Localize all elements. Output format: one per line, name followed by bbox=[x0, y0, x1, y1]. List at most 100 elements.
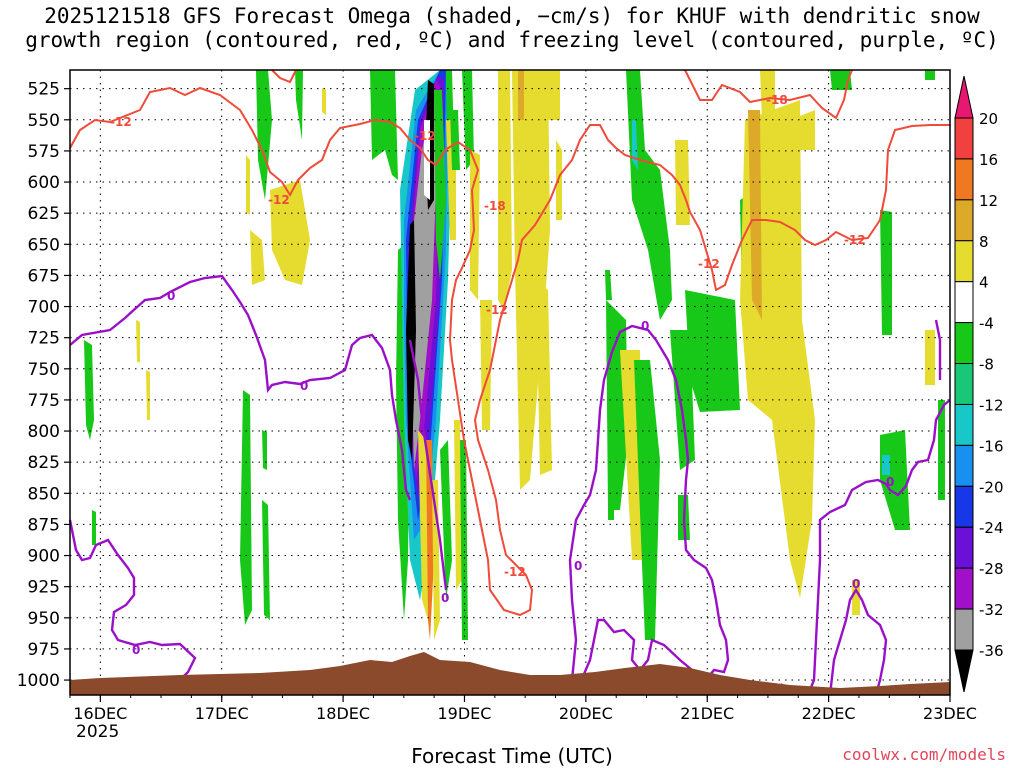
plot-frame bbox=[69, 69, 951, 696]
colorbar-swatch bbox=[954, 403, 974, 446]
y-tick-label: 800 bbox=[28, 422, 60, 442]
colorbar-label: -12 bbox=[979, 396, 1004, 414]
x-axis-title: Forecast Time (UTC) bbox=[411, 744, 613, 768]
y-tick-label: 950 bbox=[28, 609, 60, 629]
omega-yellow-region bbox=[246, 155, 250, 215]
y-tick-label: 600 bbox=[28, 173, 60, 193]
omega-yellow-region bbox=[925, 330, 935, 385]
omega-green-region bbox=[880, 210, 892, 335]
omega-cyan-region bbox=[882, 455, 890, 475]
x-tick-label: 17DEC bbox=[195, 704, 249, 723]
omega-yellow-region bbox=[498, 70, 512, 310]
colorbar-swatch bbox=[954, 485, 974, 528]
chart-title: 2025121518 GFS Forecast Omega (shaded, −… bbox=[0, 4, 1024, 52]
x-tick-label: 21DEC bbox=[680, 704, 734, 723]
colorbar-swatch bbox=[954, 240, 974, 283]
chart-title-line-1: 2025121518 GFS Forecast Omega (shaded, −… bbox=[44, 4, 980, 28]
x-tick-label: 16DEC bbox=[73, 704, 127, 723]
dgz-label: -12 bbox=[698, 257, 720, 271]
omega-green-region bbox=[440, 440, 452, 600]
colorbar-swatch bbox=[954, 199, 974, 242]
dgz-label: -12 bbox=[504, 565, 526, 579]
freezing-label: 0 bbox=[886, 475, 894, 489]
colorbar: 20 16 12 8 4 -4 -8 -12 -16 -20 -24 -28 -32 -36 bbox=[954, 75, 1004, 693]
omega-green-region bbox=[938, 400, 945, 500]
omega-yellow-region bbox=[760, 70, 775, 120]
freezing-label: 0 bbox=[167, 289, 175, 303]
freezing-label: 0 bbox=[441, 591, 449, 605]
dgz-contour-line bbox=[69, 86, 950, 617]
colorbar-label: 16 bbox=[979, 151, 998, 169]
omega-green-region bbox=[460, 440, 468, 640]
colorbar-swatch bbox=[954, 322, 974, 365]
omega-green-region bbox=[450, 110, 460, 170]
y-tick-label: 625 bbox=[28, 204, 60, 224]
colorbar-label: -4 bbox=[979, 315, 994, 333]
dgz-label: -12 bbox=[414, 129, 436, 143]
omega-yellow-region bbox=[480, 300, 492, 430]
omega-yellow-region bbox=[512, 70, 550, 490]
colorbar-label: 4 bbox=[979, 274, 989, 292]
freezing-label: 0 bbox=[574, 559, 582, 573]
y-tick-label: 675 bbox=[28, 266, 60, 286]
dgz-label: -18 bbox=[766, 93, 788, 107]
omega-green-region bbox=[84, 340, 94, 440]
omega-green-region bbox=[295, 70, 303, 140]
omega-yellow-region bbox=[536, 280, 552, 475]
y-tick-label: 925 bbox=[28, 578, 60, 598]
colorbar-label: 8 bbox=[979, 233, 989, 251]
omega-yellow-region bbox=[322, 88, 326, 115]
colorbar-label: -36 bbox=[979, 642, 1004, 660]
dgz-contour-line bbox=[271, 69, 297, 84]
dgz-contour-labels: -12 -12 -12 -18 -12 -12 -12 -18 -12 bbox=[110, 93, 866, 579]
y-tick-label: 725 bbox=[28, 329, 60, 349]
colorbar-swatch bbox=[954, 567, 974, 610]
colorbar-bottom-arrow bbox=[954, 649, 974, 693]
freezing-contours bbox=[68, 274, 951, 696]
y-tick-label: 900 bbox=[28, 547, 60, 567]
omega-green-region bbox=[370, 70, 398, 180]
x-tick-label: 20DEC bbox=[559, 704, 613, 723]
omega-yellow-region bbox=[136, 320, 140, 362]
y-tick-label: 875 bbox=[28, 515, 60, 535]
omega-yellow-region bbox=[790, 110, 815, 150]
dgz-contours bbox=[69, 69, 950, 617]
omega-green-region bbox=[634, 360, 660, 640]
y-tick-label: 775 bbox=[28, 391, 60, 411]
freezing-label: 0 bbox=[852, 577, 860, 591]
colorbar-swatch bbox=[954, 281, 974, 324]
y-tick-label: 975 bbox=[28, 640, 60, 660]
x-tick-label: 19DEC bbox=[437, 704, 491, 723]
x-tick-label: 23DEC bbox=[923, 704, 977, 723]
freezing-contour-line bbox=[69, 274, 412, 501]
dgz-label: -12 bbox=[844, 233, 866, 247]
omega-green-region bbox=[605, 270, 612, 300]
colorbar-label: 20 bbox=[979, 110, 998, 128]
omega-yellow-region bbox=[250, 230, 265, 285]
colorbar-label: -20 bbox=[979, 478, 1004, 496]
dgz-contour-line bbox=[684, 69, 853, 120]
dgz-label: -18 bbox=[484, 199, 506, 213]
omega-green-region bbox=[925, 70, 935, 80]
omega-green-region bbox=[262, 430, 267, 470]
freezing-label: 0 bbox=[300, 379, 308, 393]
freezing-contour-line bbox=[68, 519, 197, 681]
omega-green-region bbox=[256, 70, 272, 200]
omega-yellow-region bbox=[146, 370, 150, 420]
credit-link[interactable]: coolwx.com/models bbox=[842, 745, 1006, 764]
y-tick-label: 650 bbox=[28, 235, 60, 255]
omega-yellow-region bbox=[548, 70, 560, 120]
omega-yellow-region bbox=[270, 180, 310, 285]
chart-title-line-2: growth region (contoured, red, ºC) and f… bbox=[25, 28, 999, 52]
colorbar-swatch bbox=[954, 444, 974, 487]
freezing-contour-line bbox=[828, 587, 888, 696]
omega-green-region bbox=[262, 500, 270, 620]
y-tick-label: 525 bbox=[28, 80, 60, 100]
omega-green-region bbox=[434, 90, 446, 280]
y-tick-label: 1000 bbox=[17, 671, 60, 691]
dgz-label: -12 bbox=[110, 115, 132, 129]
x-axis: 16DEC 17DEC 18DEC 19DEC 20DEC 21DEC 22DEC 23DEC bbox=[69, 695, 977, 723]
colorbar-label: -32 bbox=[979, 601, 1004, 619]
omega-yellow-region bbox=[852, 580, 860, 615]
freezing-contour-labels: 0 0 0 0 0 0 0 0 bbox=[132, 289, 894, 657]
